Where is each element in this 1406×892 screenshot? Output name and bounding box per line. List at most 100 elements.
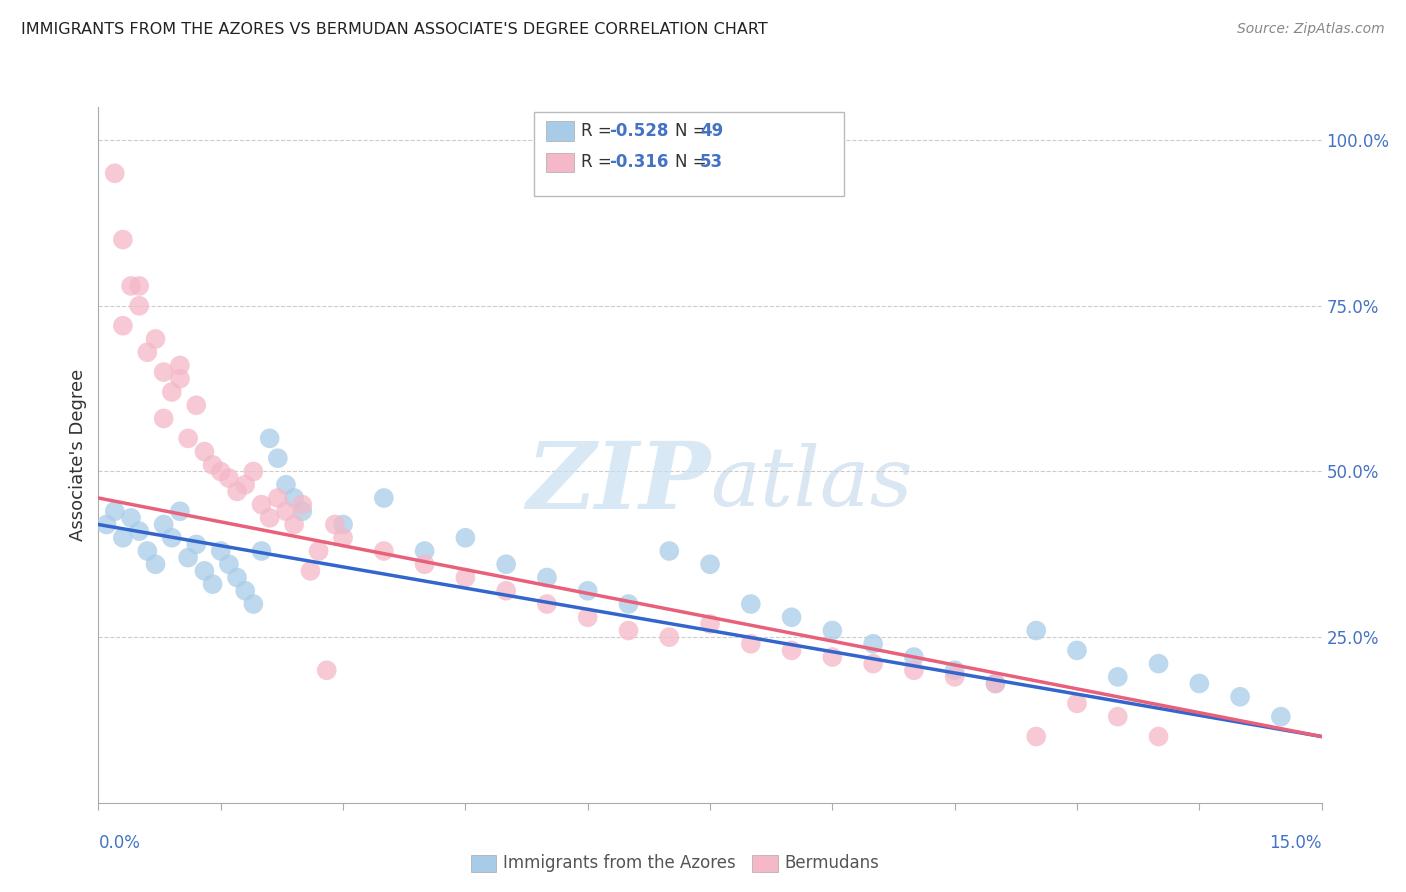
- Point: [984, 676, 1007, 690]
- Point: [193, 564, 215, 578]
- Point: [274, 477, 297, 491]
- Point: [145, 558, 167, 572]
- Point: [495, 583, 517, 598]
- Point: [186, 537, 208, 551]
- Point: [152, 411, 174, 425]
- Point: [821, 624, 844, 638]
- Point: [1229, 690, 1251, 704]
- Point: [209, 465, 232, 479]
- Point: [193, 444, 215, 458]
- Point: [658, 630, 681, 644]
- Point: [323, 517, 346, 532]
- Point: [536, 597, 558, 611]
- Point: [943, 663, 966, 677]
- Point: [128, 279, 150, 293]
- Point: [201, 458, 224, 472]
- Point: [226, 484, 249, 499]
- Text: Source: ZipAtlas.com: Source: ZipAtlas.com: [1237, 22, 1385, 37]
- Point: [267, 491, 290, 505]
- Point: [1025, 624, 1047, 638]
- Point: [128, 299, 150, 313]
- Point: [413, 544, 436, 558]
- Point: [373, 544, 395, 558]
- Point: [299, 564, 322, 578]
- Point: [1107, 709, 1129, 723]
- Point: [308, 544, 330, 558]
- Point: [111, 318, 134, 333]
- Point: [943, 670, 966, 684]
- Y-axis label: Associate's Degree: Associate's Degree: [69, 368, 87, 541]
- Point: [250, 544, 273, 558]
- Text: ZIP: ZIP: [526, 438, 710, 528]
- Point: [1147, 730, 1170, 744]
- Point: [259, 431, 281, 445]
- Text: Immigrants from the Azores: Immigrants from the Azores: [503, 855, 737, 872]
- Point: [332, 517, 354, 532]
- Point: [267, 451, 290, 466]
- Text: -0.316: -0.316: [609, 153, 668, 171]
- Text: N =: N =: [675, 122, 711, 140]
- Point: [1066, 643, 1088, 657]
- Point: [862, 637, 884, 651]
- Text: 49: 49: [700, 122, 724, 140]
- Point: [160, 531, 183, 545]
- Point: [218, 471, 240, 485]
- Point: [903, 663, 925, 677]
- Point: [209, 544, 232, 558]
- Text: Bermudans: Bermudans: [785, 855, 879, 872]
- Point: [226, 570, 249, 584]
- Point: [177, 550, 200, 565]
- Point: [233, 477, 256, 491]
- Point: [96, 517, 118, 532]
- Text: 15.0%: 15.0%: [1270, 834, 1322, 852]
- Point: [136, 544, 159, 558]
- Point: [495, 558, 517, 572]
- Point: [1270, 709, 1292, 723]
- Point: [740, 637, 762, 651]
- Point: [283, 517, 305, 532]
- Point: [128, 524, 150, 538]
- Point: [242, 465, 264, 479]
- Point: [291, 504, 314, 518]
- Point: [120, 511, 142, 525]
- Point: [283, 491, 305, 505]
- Point: [332, 531, 354, 545]
- Point: [169, 504, 191, 518]
- Point: [201, 577, 224, 591]
- Point: [903, 650, 925, 665]
- Point: [259, 511, 281, 525]
- Text: atlas: atlas: [710, 442, 912, 523]
- Point: [984, 676, 1007, 690]
- Text: R =: R =: [581, 122, 617, 140]
- Point: [1188, 676, 1211, 690]
- Point: [145, 332, 167, 346]
- Point: [291, 498, 314, 512]
- Point: [218, 558, 240, 572]
- Point: [617, 597, 640, 611]
- Point: [120, 279, 142, 293]
- Point: [315, 663, 337, 677]
- Point: [1147, 657, 1170, 671]
- Point: [186, 398, 208, 412]
- Point: [111, 233, 134, 247]
- Point: [699, 616, 721, 631]
- Text: 53: 53: [700, 153, 723, 171]
- Point: [576, 583, 599, 598]
- Point: [152, 365, 174, 379]
- Text: R =: R =: [581, 153, 617, 171]
- Point: [250, 498, 273, 512]
- Point: [740, 597, 762, 611]
- Point: [1107, 670, 1129, 684]
- Point: [862, 657, 884, 671]
- Point: [658, 544, 681, 558]
- Point: [233, 583, 256, 598]
- Point: [177, 431, 200, 445]
- Point: [136, 345, 159, 359]
- Point: [104, 166, 127, 180]
- Point: [169, 372, 191, 386]
- Point: [1025, 730, 1047, 744]
- Point: [576, 610, 599, 624]
- Point: [160, 384, 183, 399]
- Point: [780, 643, 803, 657]
- Point: [1066, 697, 1088, 711]
